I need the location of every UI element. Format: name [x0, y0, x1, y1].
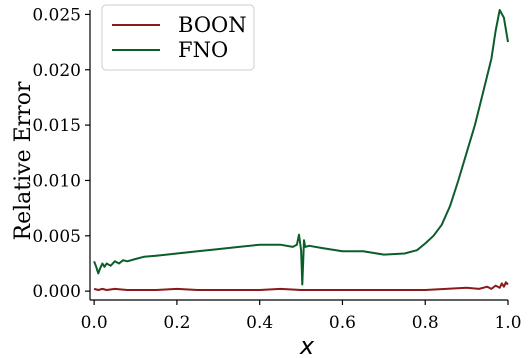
legend-label-fno: FNO: [178, 38, 228, 62]
plot-area: 0.000 0.005 0.010 0.015 0.020 0.025 0.0 0.2 0.4…: [32, 5, 521, 333]
y-tick-label: 0.005: [32, 227, 81, 247]
x-tick-label: 0.2: [163, 313, 190, 333]
y-tick-label: 0.020: [32, 61, 81, 81]
x-tick-label: 0.4: [246, 313, 273, 333]
y-axis-title: Relative Error: [11, 81, 36, 240]
y-tick-label: 0.000: [32, 282, 81, 302]
legend-frame: [101, 4, 255, 71]
y-tick-label: 0.025: [32, 5, 81, 25]
x-tick-label: 0.0: [81, 313, 108, 333]
x-axis-title: x: [299, 332, 315, 358]
series-line-fno: [93, 9, 509, 286]
x-axis-ticks: 0.0 0.2 0.4 0.6 0.8 1.0: [81, 300, 522, 333]
x-tick-label: 0.8: [412, 313, 439, 333]
x-tick-label: 0.6: [329, 313, 356, 333]
x-tick-label: 1.0: [494, 313, 521, 333]
series-layer: [93, 9, 509, 291]
y-tick-label: 0.015: [32, 116, 81, 136]
series-line-boon: [93, 281, 509, 291]
y-axis-ticks: 0.000 0.005 0.010 0.015 0.020 0.025: [32, 5, 90, 302]
y-tick-label: 0.010: [32, 171, 81, 191]
legend-label-boon: BOON: [178, 13, 247, 37]
legend: BOON FNO: [101, 4, 255, 71]
